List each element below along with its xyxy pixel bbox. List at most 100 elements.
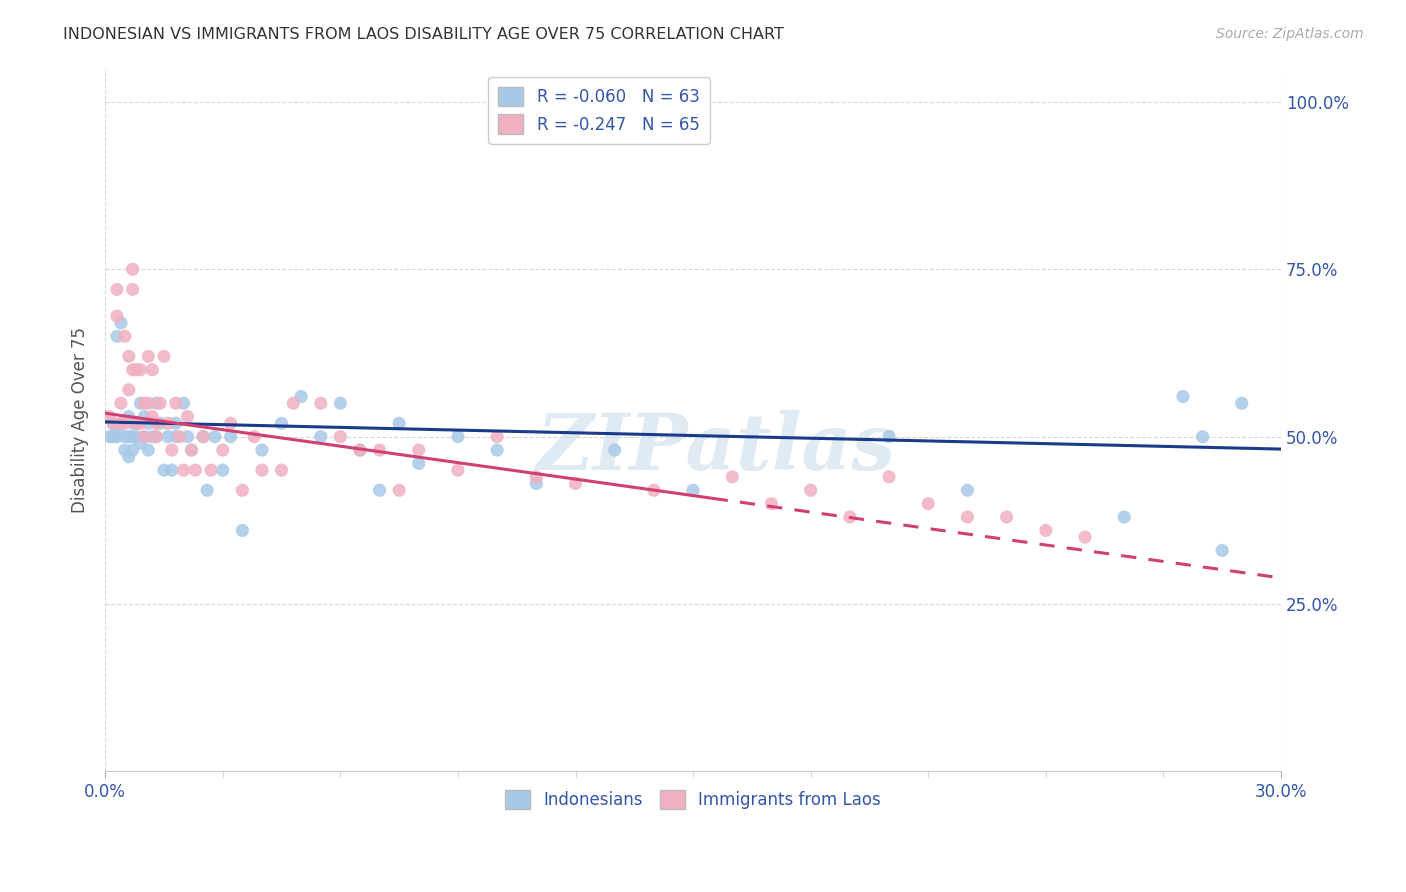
Point xyxy=(136,350,159,364)
Point xyxy=(524,476,547,491)
Point xyxy=(118,430,141,444)
Point xyxy=(118,409,141,424)
Point xyxy=(165,396,187,410)
Point xyxy=(800,483,823,498)
Point xyxy=(118,450,141,464)
Point xyxy=(309,430,332,444)
Point xyxy=(149,417,172,431)
Point xyxy=(134,409,156,424)
Point xyxy=(134,396,156,410)
Point xyxy=(447,430,470,444)
Point xyxy=(110,396,132,410)
Text: ZIPatlas: ZIPatlas xyxy=(537,409,896,486)
Point xyxy=(98,430,121,444)
Point xyxy=(204,430,226,444)
Point xyxy=(110,417,132,431)
Point xyxy=(838,510,860,524)
Point xyxy=(129,363,152,377)
Point xyxy=(114,443,136,458)
Point xyxy=(121,430,143,444)
Point xyxy=(114,430,136,444)
Point xyxy=(153,463,176,477)
Point xyxy=(180,443,202,458)
Point xyxy=(169,430,191,444)
Point xyxy=(136,417,159,431)
Point xyxy=(388,417,411,431)
Point xyxy=(956,483,979,498)
Point xyxy=(329,396,352,410)
Point xyxy=(193,430,215,444)
Point xyxy=(105,423,128,437)
Point xyxy=(1191,430,1213,444)
Point xyxy=(368,443,391,458)
Point xyxy=(149,396,172,410)
Point xyxy=(121,262,143,277)
Point xyxy=(211,443,233,458)
Point xyxy=(408,443,430,458)
Point xyxy=(1171,390,1194,404)
Point xyxy=(721,470,744,484)
Text: Source: ZipAtlas.com: Source: ZipAtlas.com xyxy=(1216,27,1364,41)
Point xyxy=(176,409,198,424)
Point xyxy=(231,524,253,538)
Point xyxy=(193,430,215,444)
Point xyxy=(105,329,128,343)
Point xyxy=(136,396,159,410)
Point xyxy=(129,417,152,431)
Point xyxy=(219,430,242,444)
Point xyxy=(1114,510,1136,524)
Point xyxy=(114,329,136,343)
Point xyxy=(110,417,132,431)
Point xyxy=(105,282,128,296)
Point xyxy=(250,463,273,477)
Point xyxy=(682,483,704,498)
Point xyxy=(134,430,156,444)
Point xyxy=(956,510,979,524)
Point xyxy=(125,417,148,431)
Point xyxy=(118,350,141,364)
Point xyxy=(141,430,163,444)
Point xyxy=(564,476,586,491)
Point xyxy=(270,417,292,431)
Point xyxy=(486,443,509,458)
Point xyxy=(243,430,266,444)
Point xyxy=(101,430,124,444)
Point xyxy=(125,363,148,377)
Point xyxy=(1211,543,1233,558)
Point xyxy=(121,443,143,458)
Point xyxy=(1074,530,1097,544)
Point xyxy=(125,430,148,444)
Point xyxy=(145,430,167,444)
Point xyxy=(101,417,124,431)
Point xyxy=(219,417,242,431)
Point xyxy=(105,430,128,444)
Point xyxy=(156,430,179,444)
Point xyxy=(153,350,176,364)
Text: INDONESIAN VS IMMIGRANTS FROM LAOS DISABILITY AGE OVER 75 CORRELATION CHART: INDONESIAN VS IMMIGRANTS FROM LAOS DISAB… xyxy=(63,27,785,42)
Point xyxy=(995,510,1018,524)
Point xyxy=(349,443,371,458)
Point xyxy=(250,443,273,458)
Point xyxy=(184,463,207,477)
Point xyxy=(114,417,136,431)
Point xyxy=(388,483,411,498)
Point xyxy=(134,430,156,444)
Point xyxy=(408,457,430,471)
Point xyxy=(165,417,187,431)
Point xyxy=(283,396,305,410)
Point xyxy=(121,417,143,431)
Point xyxy=(101,417,124,431)
Point xyxy=(121,363,143,377)
Point xyxy=(121,282,143,296)
Point xyxy=(141,409,163,424)
Point xyxy=(156,417,179,431)
Point xyxy=(125,417,148,431)
Point xyxy=(290,390,312,404)
Point xyxy=(603,443,626,458)
Point xyxy=(447,463,470,477)
Point xyxy=(270,463,292,477)
Point xyxy=(195,483,218,498)
Point xyxy=(141,363,163,377)
Point xyxy=(129,436,152,450)
Point xyxy=(136,443,159,458)
